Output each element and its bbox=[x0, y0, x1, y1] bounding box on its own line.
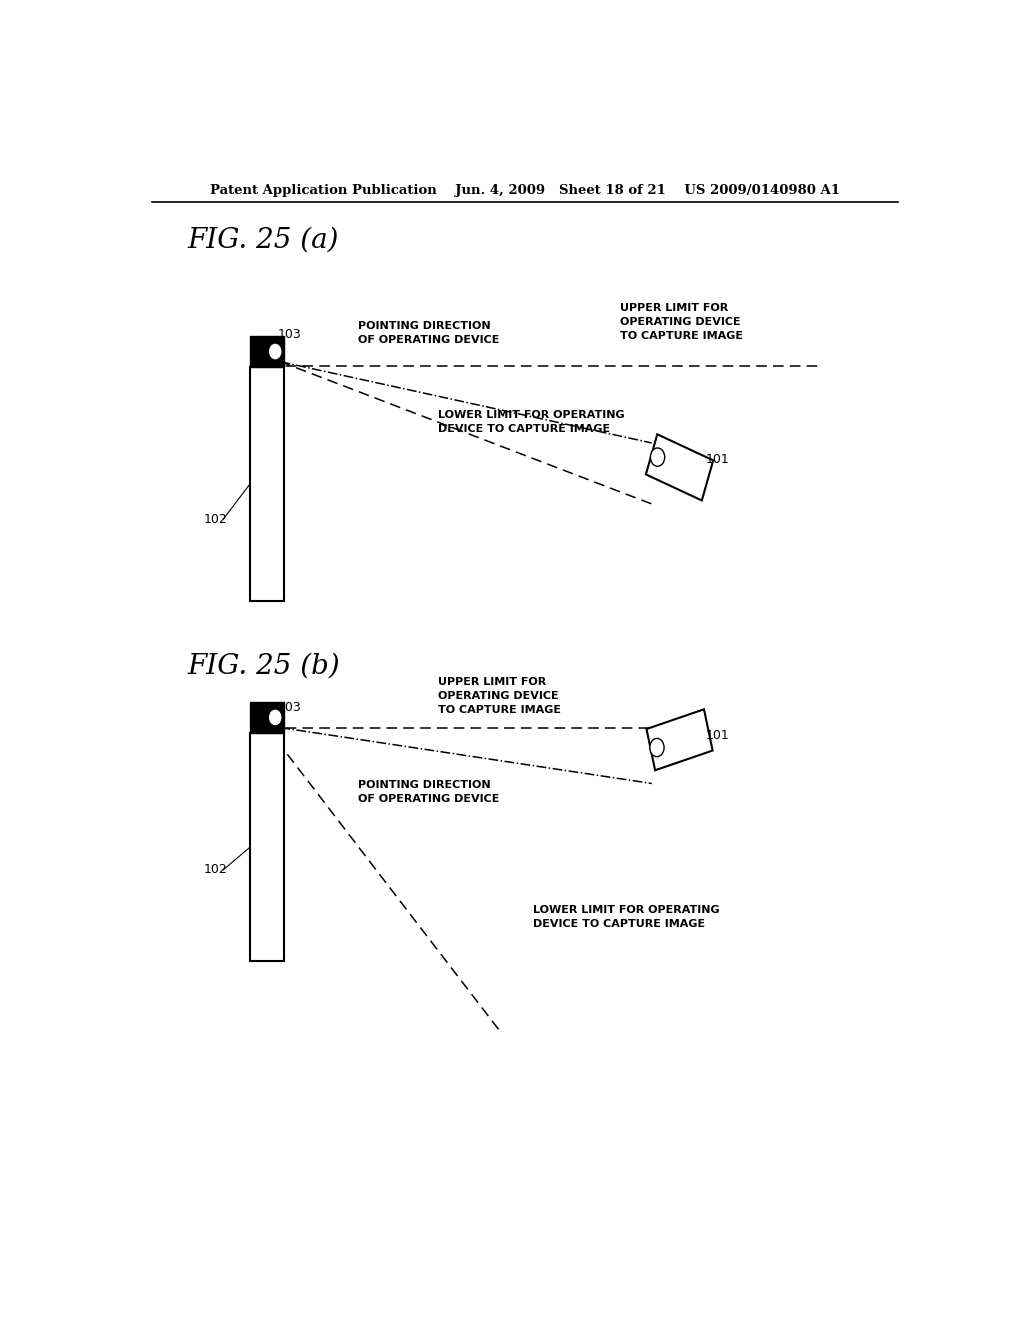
Circle shape bbox=[269, 345, 281, 359]
Text: Patent Application Publication    Jun. 4, 2009   Sheet 18 of 21    US 2009/01409: Patent Application Publication Jun. 4, 2… bbox=[210, 185, 840, 198]
Text: POINTING DIRECTION
OF OPERATING DEVICE: POINTING DIRECTION OF OPERATING DEVICE bbox=[358, 780, 500, 804]
Text: 103: 103 bbox=[278, 329, 301, 342]
Circle shape bbox=[269, 710, 281, 725]
Text: 101: 101 bbox=[706, 453, 729, 466]
Text: POINTING DIRECTION
OF OPERATING DEVICE: POINTING DIRECTION OF OPERATING DEVICE bbox=[358, 321, 500, 345]
Text: FIG. 25 (b): FIG. 25 (b) bbox=[187, 653, 340, 680]
Text: 101: 101 bbox=[706, 729, 729, 742]
Circle shape bbox=[650, 447, 665, 466]
Text: 102: 102 bbox=[204, 512, 227, 525]
Bar bbox=[250, 702, 284, 733]
Text: LOWER LIMIT FOR OPERATING
DEVICE TO CAPTURE IMAGE: LOWER LIMIT FOR OPERATING DEVICE TO CAPT… bbox=[437, 411, 625, 434]
Text: 102: 102 bbox=[204, 863, 227, 876]
Text: UPPER LIMIT FOR
OPERATING DEVICE
TO CAPTURE IMAGE: UPPER LIMIT FOR OPERATING DEVICE TO CAPT… bbox=[437, 677, 560, 714]
FancyBboxPatch shape bbox=[250, 733, 284, 961]
Text: UPPER LIMIT FOR
OPERATING DEVICE
TO CAPTURE IMAGE: UPPER LIMIT FOR OPERATING DEVICE TO CAPT… bbox=[620, 302, 743, 341]
Text: FIG. 25 (a): FIG. 25 (a) bbox=[187, 226, 339, 253]
Polygon shape bbox=[646, 434, 714, 500]
Bar bbox=[250, 337, 284, 367]
Polygon shape bbox=[646, 709, 713, 771]
Text: LOWER LIMIT FOR OPERATING
DEVICE TO CAPTURE IMAGE: LOWER LIMIT FOR OPERATING DEVICE TO CAPT… bbox=[532, 906, 720, 929]
FancyBboxPatch shape bbox=[250, 367, 284, 601]
Circle shape bbox=[650, 738, 665, 756]
Text: 103: 103 bbox=[278, 701, 301, 714]
